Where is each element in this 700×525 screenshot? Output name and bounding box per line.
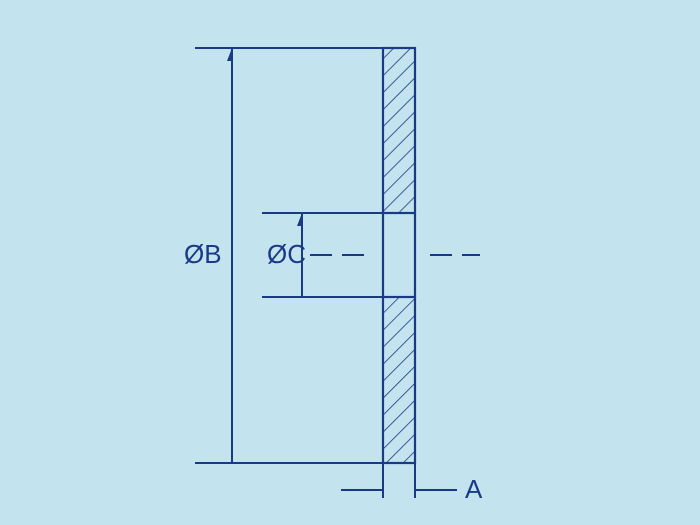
dim-b-label: ØB bbox=[184, 239, 222, 269]
dim-c-label: ØC bbox=[267, 239, 306, 269]
dim-a-label: A bbox=[465, 474, 483, 504]
